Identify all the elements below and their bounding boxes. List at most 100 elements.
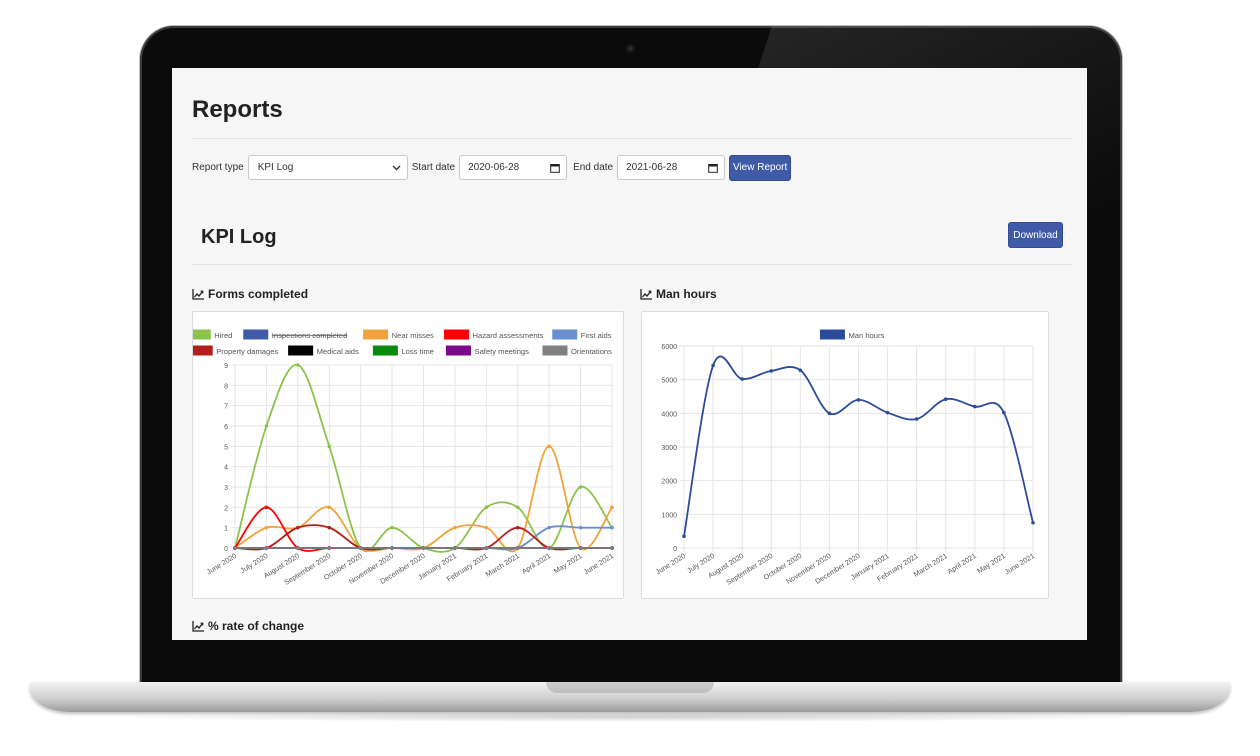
x-tick-label: April 2021	[520, 551, 552, 576]
data-point	[390, 525, 394, 530]
data-point	[233, 546, 237, 550]
data-point	[682, 534, 686, 539]
legend-label: Inspections completed	[272, 331, 348, 340]
y-tick-label: 9	[224, 363, 228, 370]
start-date-input[interactable]: 2020-06-28	[459, 155, 568, 180]
legend-label: First aids	[581, 331, 612, 340]
data-point	[1002, 410, 1006, 415]
legend-swatch	[444, 329, 470, 340]
y-tick-label: 3000	[661, 445, 677, 452]
legend-label: Hired	[214, 331, 232, 340]
report-type-value: KPI Log	[257, 162, 294, 173]
report-type-select[interactable]: KPI Log	[247, 155, 408, 180]
data-point	[578, 546, 583, 550]
y-tick-label: 6000	[661, 344, 677, 351]
y-tick-label: 7	[224, 404, 228, 411]
man-hours-title: Man hours	[656, 287, 717, 301]
report-type-label: Report type	[192, 162, 244, 173]
chevron-down-icon	[392, 165, 401, 170]
y-tick-label: 0	[673, 546, 677, 553]
calendar-icon[interactable]	[708, 163, 718, 173]
data-point	[610, 525, 614, 530]
legend-label: Orientations	[571, 347, 612, 356]
x-tick-label: June 2021	[582, 551, 615, 576]
x-tick-label: March 2021	[484, 551, 521, 579]
legend-swatch	[446, 345, 471, 356]
forms-completed-heading: Forms completed	[192, 287, 308, 301]
data-point	[484, 546, 489, 550]
y-tick-label: 5000	[661, 378, 677, 385]
legend-swatch	[552, 329, 578, 340]
data-point	[827, 411, 832, 416]
end-date-value: 2021-06-28	[626, 162, 678, 173]
y-tick-label: 2	[224, 505, 228, 512]
data-point	[740, 377, 744, 381]
legend-swatch	[185, 329, 211, 340]
data-point	[515, 525, 520, 530]
legend-label: Near misses	[392, 331, 434, 340]
legend-label: Man hours	[848, 331, 884, 340]
legend-label: Loss time	[401, 347, 434, 356]
page-title: Reports	[192, 96, 283, 123]
data-point	[515, 505, 520, 510]
y-tick-label: 1000	[661, 512, 677, 519]
data-point	[327, 444, 332, 449]
end-date-label: End date	[573, 162, 614, 173]
data-point	[578, 525, 583, 530]
data-point	[296, 525, 300, 530]
end-date-input[interactable]: 2021-06-28	[617, 155, 726, 180]
data-point	[973, 404, 977, 409]
legend-label: Hazard assessments	[473, 331, 544, 340]
data-point	[264, 424, 269, 428]
y-tick-label: 5	[224, 444, 228, 451]
data-point	[421, 546, 426, 550]
divider	[192, 264, 1072, 265]
filter-bar: Report type KPI Log Start date 2020-06-2…	[192, 154, 792, 181]
data-point	[711, 363, 715, 368]
screen: Reports Report type KPI Log Start date 2…	[172, 68, 1087, 640]
data-point	[484, 505, 489, 510]
data-point	[610, 546, 614, 550]
line-chart-icon	[640, 288, 652, 300]
download-button[interactable]: Download	[1008, 222, 1063, 248]
data-point	[390, 546, 394, 550]
calendar-icon[interactable]	[550, 163, 560, 173]
data-point	[547, 546, 551, 550]
data-point	[484, 525, 489, 530]
legend-label: Safety meetings	[475, 347, 530, 356]
line-chart-icon	[192, 288, 204, 300]
data-point	[296, 363, 300, 367]
data-point	[515, 546, 520, 550]
data-point	[264, 505, 269, 510]
y-tick-label: 0	[224, 546, 228, 553]
legend-swatch	[288, 345, 314, 356]
data-point	[578, 485, 583, 489]
legend-label: Property damages	[216, 347, 278, 356]
view-report-button[interactable]: View Report	[729, 154, 792, 181]
data-point	[610, 505, 614, 510]
data-point	[296, 546, 300, 550]
camera-icon	[626, 44, 635, 53]
data-point	[798, 368, 803, 373]
y-tick-label: 2000	[661, 479, 677, 486]
legend-swatch	[819, 329, 845, 340]
laptop-shadow	[90, 712, 1170, 722]
y-tick-label: 3	[224, 485, 228, 492]
data-point	[885, 410, 890, 415]
data-point	[264, 525, 269, 530]
man-hours-heading: Man hours	[640, 287, 717, 301]
y-tick-label: 4	[224, 465, 228, 472]
man-hours-card: 0 1000 2000 3000 4000 5000 6000 June 2020 July 2…	[641, 311, 1049, 599]
data-point	[856, 398, 861, 402]
divider	[192, 138, 1072, 139]
legend-swatch	[542, 345, 568, 356]
forms-completed-title: Forms completed	[208, 287, 309, 301]
legend-swatch	[187, 345, 213, 356]
legend-label: Medical aids	[317, 347, 359, 356]
rate-of-change-title: % rate of change	[208, 619, 305, 633]
x-tick-label: June 2021	[1003, 551, 1036, 576]
rate-of-change-heading: % rate of change	[192, 619, 304, 633]
data-point	[547, 525, 551, 530]
line-chart-icon	[192, 620, 204, 632]
